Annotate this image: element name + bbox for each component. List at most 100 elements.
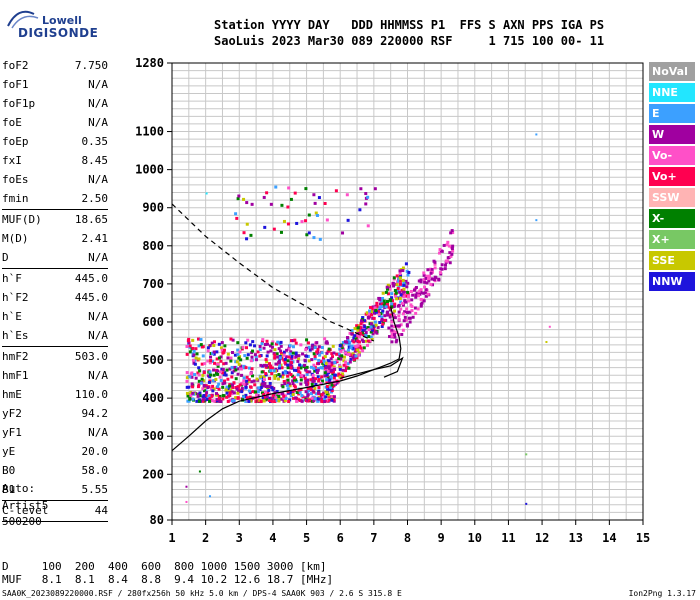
echo-pixel [226, 377, 230, 381]
param-value: N/A [88, 310, 108, 323]
echo-pixel [426, 292, 430, 296]
echo-pixel [282, 394, 286, 398]
param-value: 0.35 [81, 135, 109, 148]
echo-pixel [310, 396, 314, 400]
echo-pixel [448, 261, 452, 265]
echo-pixel [288, 344, 292, 348]
echo-pixel [303, 358, 307, 362]
param-row: hmE 110.0 [2, 385, 108, 404]
param-value: N/A [88, 78, 108, 91]
echo-pixel [309, 378, 313, 382]
echo-pixel [355, 356, 359, 360]
echo-pixel [234, 360, 238, 364]
param-row: B1 5.55 [2, 480, 108, 499]
echo-pixel [344, 369, 348, 373]
logo: Lowell DIGISONDE [4, 4, 104, 44]
echo-pixel [403, 292, 407, 296]
echo-pixel [201, 387, 205, 391]
echo-pixel [364, 331, 368, 335]
echo-pixel [265, 395, 269, 399]
echo-pixel [317, 358, 321, 362]
echo-pixel [215, 398, 219, 402]
echo-pixel [397, 333, 401, 337]
echo-pixel [293, 368, 297, 372]
echo-pixel [306, 354, 310, 358]
echo-pixel [270, 397, 274, 401]
echo-pixel [311, 380, 315, 384]
echo-pixel [335, 381, 339, 385]
echo-pixel [247, 399, 251, 403]
echo-pixel [261, 399, 265, 403]
echo-pixel [237, 194, 241, 198]
echo-pixel [193, 362, 197, 366]
echo-pixel [417, 290, 421, 294]
param-row: hmF2 503.0 [2, 347, 108, 366]
noise-pixel [535, 219, 538, 222]
echo-pixel [338, 343, 342, 347]
echo-pixel [225, 385, 229, 389]
param-key: yF1 [2, 426, 22, 439]
echo-pixel [373, 306, 377, 310]
echo-pixel [447, 244, 451, 248]
echo-pixel [247, 389, 251, 393]
echo-pixel [271, 340, 275, 344]
echo-pixel [338, 365, 342, 369]
echo-pixel [278, 364, 282, 368]
echo-pixel [397, 279, 401, 283]
echo-pixel [187, 385, 191, 389]
echo-pixel [367, 335, 371, 339]
echo-pixel [285, 348, 289, 352]
echo-pixel [304, 348, 308, 352]
echo-pixel [245, 346, 249, 350]
echo-pixel [305, 338, 309, 342]
echo-pixel [314, 392, 318, 396]
echo-pixel [266, 391, 270, 395]
echo-pixel [258, 388, 262, 392]
echo-pixel [371, 328, 375, 332]
echo-pixel [388, 313, 392, 317]
echo-pixel [366, 224, 370, 228]
echo-pixel [192, 349, 196, 353]
echo-pixel [301, 352, 305, 356]
echo-pixel [356, 333, 360, 337]
echo-pixel [329, 369, 333, 373]
echo-pixel [295, 399, 299, 403]
echo-pixel [437, 277, 441, 281]
echo-pixel [328, 398, 332, 402]
echo-pixel [262, 375, 266, 379]
echo-pixel [337, 352, 341, 356]
echo-pixel [261, 379, 265, 383]
echo-pixel [426, 268, 430, 272]
echo-pixel [297, 388, 301, 392]
param-row: B0 58.0 [2, 461, 108, 480]
param-value: 94.2 [81, 407, 109, 420]
echo-pixel [393, 302, 397, 306]
echo-pixel [226, 399, 230, 403]
echo-pixel [323, 371, 327, 375]
echo-pixel [405, 310, 409, 314]
echo-pixel [375, 301, 379, 305]
echo-pixel [397, 310, 401, 314]
echo-pixel [320, 398, 324, 402]
echo-pixel [283, 361, 287, 365]
echo-pixel [405, 285, 409, 289]
echo-pixel [274, 367, 278, 371]
echo-pixel [352, 340, 356, 344]
echo-pixel [286, 359, 290, 363]
echo-pixel [378, 320, 382, 324]
x-tick-label: 7 [370, 531, 377, 545]
echo-pixel [317, 196, 321, 200]
echo-pixel [354, 354, 358, 358]
echo-pixel [212, 373, 216, 377]
echo-pixel [210, 394, 214, 398]
echo-pixel [264, 385, 268, 389]
echo-pixel [345, 365, 349, 369]
echo-pixel [392, 276, 396, 280]
echo-pixel [266, 384, 270, 388]
echo-pixel [239, 364, 243, 368]
echo-pixel [332, 398, 336, 402]
echo-pixel [275, 389, 279, 393]
echo-pixel [368, 312, 372, 316]
echo-pixel [397, 296, 401, 300]
echo-pixel [339, 357, 343, 361]
